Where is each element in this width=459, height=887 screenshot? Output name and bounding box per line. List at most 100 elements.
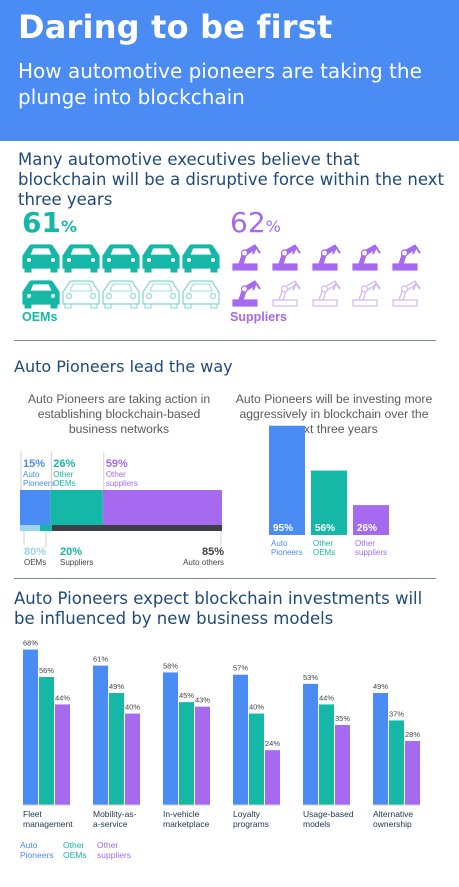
car-wheel xyxy=(210,303,218,309)
top-series-label: Other xyxy=(106,470,126,479)
robot-claw xyxy=(292,246,301,255)
legend-item: Auto xyxy=(20,840,38,850)
top-value-label: 26% xyxy=(53,458,75,470)
category-label: models xyxy=(303,819,330,829)
bar-value-label: 26% xyxy=(357,523,377,534)
grouped-bar-value: 40% xyxy=(125,703,140,712)
legend-item: Other xyxy=(63,840,84,850)
robot-arm-icon xyxy=(352,244,381,271)
car-headlight xyxy=(186,293,192,299)
robot-arm-icon xyxy=(392,244,421,271)
top-value-label: 59% xyxy=(106,458,128,470)
robot-base xyxy=(272,263,298,271)
grouped-bar-4-1 xyxy=(319,704,334,805)
robot-joint xyxy=(400,285,409,293)
car-icon xyxy=(62,244,100,273)
car-windshield xyxy=(69,283,93,292)
car-icon xyxy=(182,244,220,273)
car-headlight xyxy=(50,293,56,299)
bar-2 xyxy=(353,505,389,535)
grouped-bar-value: 24% xyxy=(265,739,280,748)
robot-joint xyxy=(280,249,289,257)
bar-category-label: Other xyxy=(313,539,333,548)
oems-label: OEMs xyxy=(22,310,58,324)
grouped-bar-value: 40% xyxy=(249,703,264,712)
car-headlight xyxy=(106,293,112,299)
grouped-bar-0-0 xyxy=(23,649,38,805)
car-wheel xyxy=(24,303,32,309)
car-headlight xyxy=(66,257,72,263)
car-windshield xyxy=(189,283,213,292)
bar-value-label: 95% xyxy=(273,523,293,534)
grouped-bar-5-2 xyxy=(405,741,420,805)
car-headlight xyxy=(66,293,72,299)
car-wheel xyxy=(130,267,138,273)
car-wheel xyxy=(170,267,178,273)
car-icon xyxy=(142,280,180,309)
grouped-bar-value: 44% xyxy=(55,693,70,702)
bottom-segment-suppliers xyxy=(40,525,52,531)
grouped-bar-1-2 xyxy=(125,713,140,805)
car-wheel xyxy=(184,267,192,273)
robot-joint xyxy=(320,249,329,257)
divider-2 xyxy=(14,578,436,579)
car-wheel xyxy=(64,303,72,309)
car-wheel xyxy=(50,267,58,273)
robot-claw xyxy=(412,246,421,255)
grouped-bar-5-1 xyxy=(389,720,404,805)
car-headlight xyxy=(130,293,136,299)
car-headlight xyxy=(90,293,96,299)
car-icon xyxy=(22,280,60,309)
oems-percentage: 61% xyxy=(22,206,77,239)
car-wheel xyxy=(90,267,98,273)
car-wheel xyxy=(104,267,112,273)
page-subtitle: How automotive pioneers are taking the p… xyxy=(18,59,422,109)
car-windshield xyxy=(29,283,53,292)
bottom-series-label: Auto others xyxy=(183,558,224,567)
car-windshield xyxy=(109,283,133,292)
category-label: Mobility-as- xyxy=(93,809,137,819)
grouped-bar-4-0 xyxy=(303,683,318,805)
category-label: Loyalty xyxy=(233,809,261,819)
robot-arm-icon xyxy=(272,244,301,271)
legend-item: OEMs xyxy=(63,850,87,860)
section1-heading: Many automotive executives believe that … xyxy=(18,150,444,209)
robot-base xyxy=(312,299,338,307)
car-wheel xyxy=(184,303,192,309)
robot-base xyxy=(392,263,418,271)
grouped-bar-2-1 xyxy=(179,702,194,805)
right-chart-heading: Auto Pioneers will be investing more agg… xyxy=(235,392,433,436)
grouped-bar-3-0 xyxy=(233,674,248,805)
car-headlight xyxy=(210,293,216,299)
car-wheel xyxy=(50,303,58,309)
car-windshield xyxy=(29,247,53,256)
grouped-bar-3-1 xyxy=(249,713,264,805)
bottom-series-label: Suppliers xyxy=(60,558,93,567)
car-headlight xyxy=(106,257,112,263)
top-series-label: Auto xyxy=(23,470,40,479)
car-headlight xyxy=(26,293,32,299)
robot-joint xyxy=(360,285,369,293)
suppliers-value: 62 xyxy=(230,206,266,239)
car-wheel xyxy=(90,303,98,309)
category-label: Alternative xyxy=(373,809,413,819)
robot-base xyxy=(232,299,258,307)
top-segment-2 xyxy=(102,490,222,525)
bottom-value-label: 80% xyxy=(24,546,46,558)
top-segment-0 xyxy=(20,490,51,525)
category-label: programs xyxy=(233,819,269,829)
stacked-bar-chart: 15%AutoPioneers26%OtherOEMs59%Othersuppl… xyxy=(20,452,224,567)
grouped-bar-3-2 xyxy=(265,750,280,805)
car-windshield xyxy=(189,247,213,256)
category-label: Usage-based xyxy=(303,809,354,819)
left-chart-heading: Auto Pioneers are taking action in estab… xyxy=(27,392,211,436)
grouped-bar-2-2 xyxy=(195,706,210,805)
top-series-label: OEMs xyxy=(53,479,75,488)
icon-grid xyxy=(22,244,421,309)
grouped-bar-1-1 xyxy=(109,693,124,805)
car-headlight xyxy=(146,257,152,263)
car-headlight xyxy=(210,257,216,263)
robot-arm-icon xyxy=(392,280,421,307)
grouped-bar-value: 57% xyxy=(233,664,248,673)
